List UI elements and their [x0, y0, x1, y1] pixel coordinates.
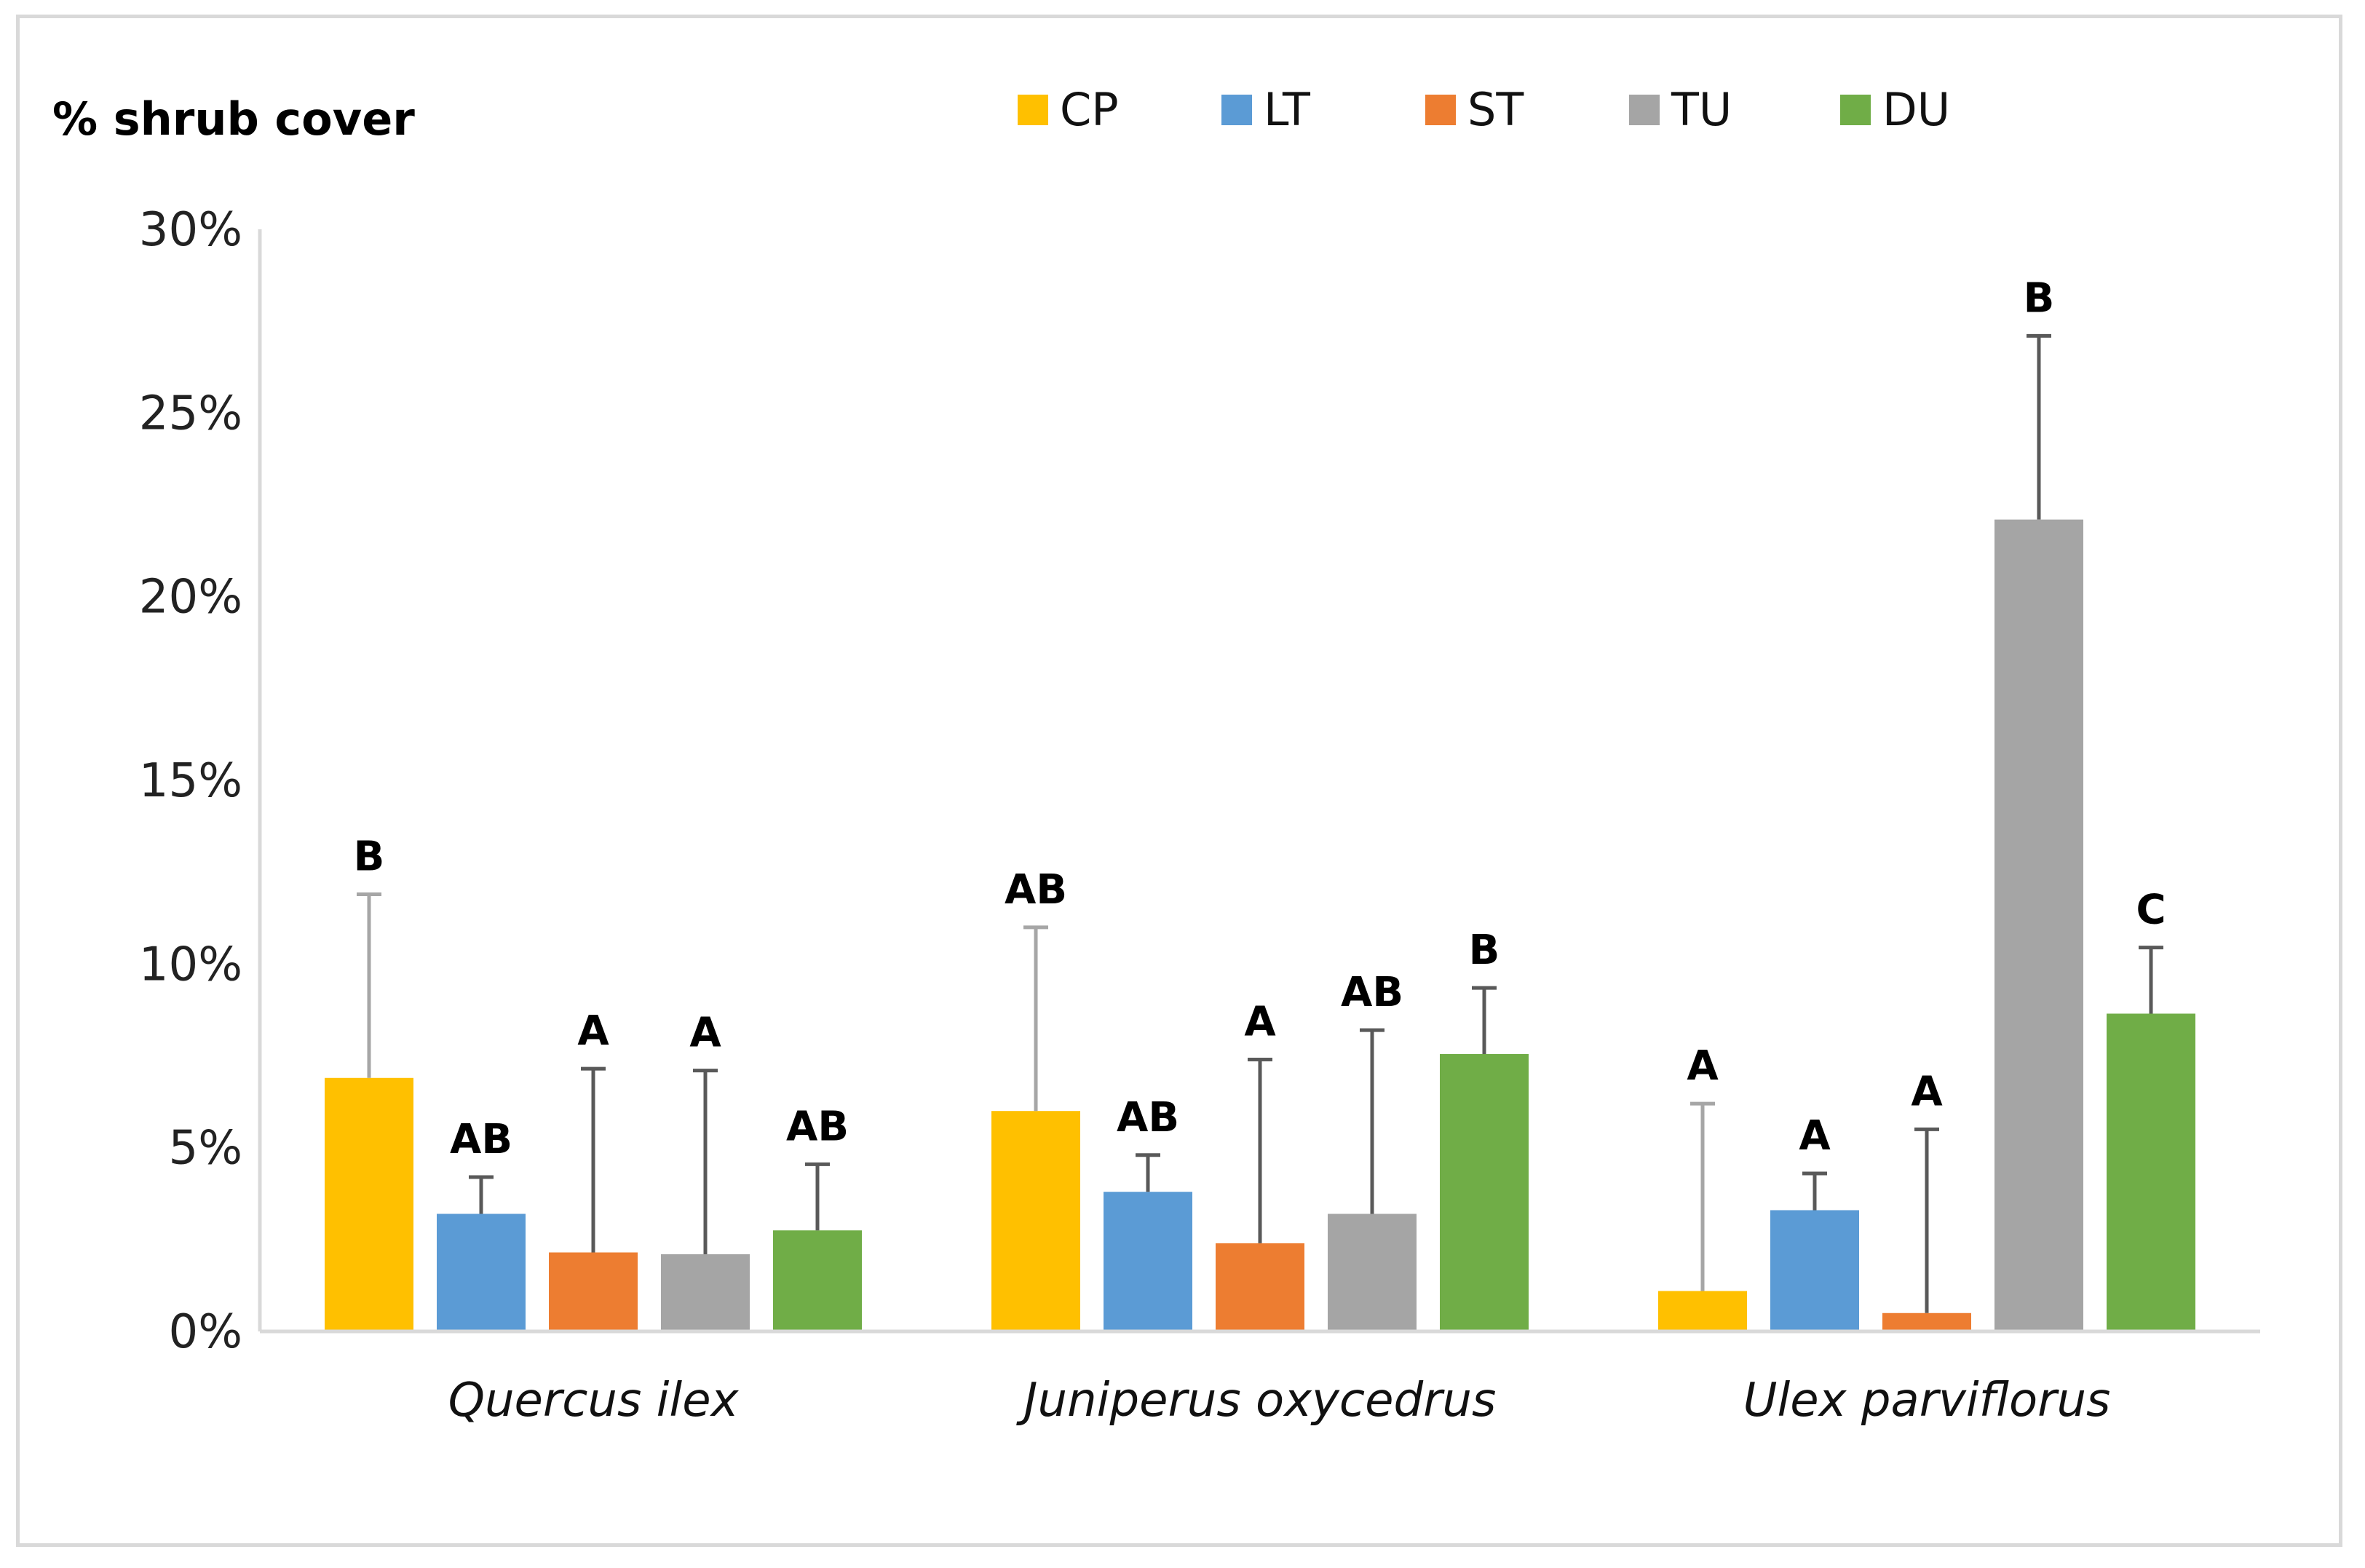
bar-cp [1658, 1291, 1747, 1331]
bar-du [773, 1230, 862, 1331]
legend-swatch-du [1840, 95, 1871, 125]
chart-frame [16, 15, 2342, 1547]
y-tick-label: 20% [139, 571, 242, 625]
significance-label: B [1469, 927, 1500, 974]
significance-label: A [577, 1007, 609, 1055]
bar-du [1440, 1053, 1529, 1331]
y-tick-label: 15% [139, 754, 242, 808]
bar-lt [1104, 1192, 1192, 1331]
significance-label: AB [450, 1116, 512, 1163]
legend-label-st: ST [1467, 83, 1524, 136]
legend-label-cp: CP [1060, 83, 1119, 136]
error-bars [357, 333, 2163, 1313]
bars [325, 519, 2195, 1331]
legend-swatch-cp [1018, 95, 1048, 125]
bar-du [2107, 1013, 2195, 1331]
y-tick-label: 5% [168, 1122, 242, 1176]
y-axis-ticks: 0% 5% 10% 15% 20% 25% 30% [139, 203, 242, 1359]
x-category-label: Juniperus oxycedrus [1016, 1374, 1497, 1428]
significance-label: AB [1117, 1094, 1179, 1141]
legend-swatch-tu [1629, 95, 1660, 125]
significance-label: A [1244, 999, 1276, 1046]
significance-label: C [2136, 887, 2166, 934]
bar-st [549, 1252, 638, 1331]
bar-tu [1994, 519, 2083, 1331]
legend-label-lt: LT [1264, 83, 1311, 136]
bar-cp [325, 1077, 413, 1331]
significance-label: B [354, 833, 385, 880]
y-tick-label: 10% [139, 938, 242, 991]
x-category-label: Quercus ilex [448, 1374, 740, 1428]
legend-swatch-lt [1221, 95, 1252, 125]
significance-label: B [2024, 274, 2055, 322]
legend: CP LT ST TU DU [1018, 83, 1950, 136]
significance-label: AB [786, 1103, 849, 1150]
bar-cp [991, 1111, 1080, 1331]
bar-lt [1770, 1210, 1859, 1331]
legend-label-du: DU [1882, 83, 1950, 136]
legend-swatch-st [1425, 95, 1456, 125]
legend-label-tu: TU [1671, 83, 1732, 136]
x-category-label: Ulex parviflorus [1743, 1374, 2111, 1428]
bar-tu [661, 1254, 750, 1331]
category-labels: Quercus ilex Juniperus oxycedrus Ulex parv… [448, 1374, 2111, 1428]
bar-st [1882, 1312, 1971, 1331]
y-axis-label: % shrub cover [52, 92, 415, 146]
y-tick-label: 0% [168, 1305, 242, 1359]
significance-label: A [1799, 1112, 1831, 1160]
significance-label: A [1911, 1068, 1943, 1115]
bar-tu [1328, 1213, 1417, 1331]
significance-label: A [1687, 1042, 1719, 1090]
bar-st [1216, 1243, 1304, 1331]
significance-label: AB [1341, 969, 1403, 1016]
significance-label: A [689, 1010, 721, 1057]
significance-label: AB [1005, 866, 1067, 914]
bar-lt [437, 1213, 526, 1331]
y-tick-label: 25% [139, 387, 242, 440]
y-tick-label: 30% [139, 203, 242, 257]
